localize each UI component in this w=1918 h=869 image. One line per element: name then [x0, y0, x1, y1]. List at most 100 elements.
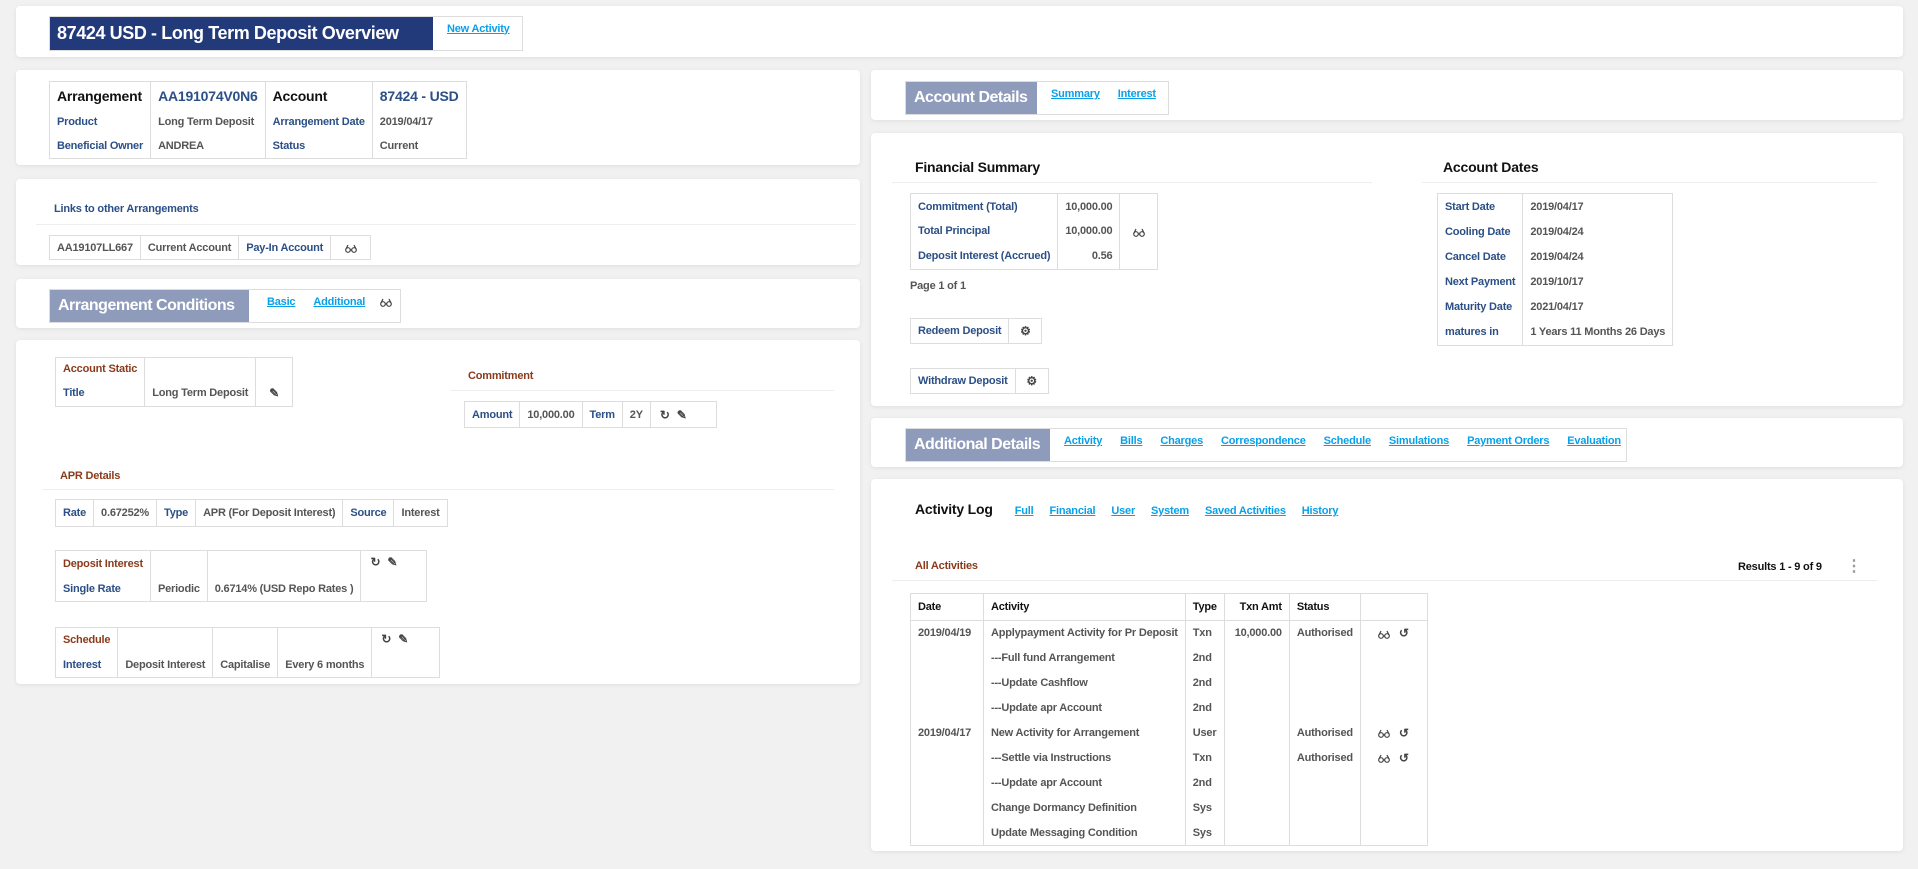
row-type: Txn	[1184, 620, 1225, 646]
tab-correspondence[interactable]: Correspondence	[1221, 435, 1306, 447]
schedule-table: Schedule ↻ ✎ Interest Deposit Interest Capi…	[54, 627, 441, 678]
tab-summary[interactable]: Summary	[1051, 88, 1100, 100]
activity-row[interactable]: ---Update Cashflow 2nd	[910, 670, 1428, 696]
schedule-heading: Schedule	[54, 627, 119, 653]
row-status: Authorised	[1288, 720, 1361, 746]
activity-row[interactable]: 2019/04/19 Applypayment Activity for Pr …	[910, 620, 1428, 646]
col-status[interactable]: Status	[1288, 593, 1361, 621]
reverse-icon[interactable]: ↺	[1398, 626, 1409, 641]
glasses-icon[interactable]	[1377, 751, 1391, 765]
arrangement-label: Arrangement	[48, 81, 152, 110]
pencil-icon[interactable]: ✎	[676, 407, 687, 422]
arrangement-date-label: Arrangement Date	[264, 109, 373, 134]
pencil-icon[interactable]: ✎	[387, 555, 398, 569]
tab-simulations[interactable]: Simulations	[1388, 435, 1450, 447]
fs-label: Deposit Interest (Accrued)	[909, 243, 1059, 270]
redeem-label[interactable]: Redeem Deposit	[909, 318, 1010, 344]
reverse-icon[interactable]: ↺	[1398, 726, 1409, 740]
redeem-deposit-button[interactable]: Redeem Deposit ⚙	[909, 318, 1043, 344]
activity-row[interactable]: ---Update apr Account 2nd	[910, 695, 1428, 721]
activity-log-header: Activity Log Full Financial User System Save…	[915, 501, 1338, 517]
activity-row[interactable]: 2019/04/17 New Activity for Arrangement …	[910, 720, 1428, 746]
gear-icon[interactable]: ⚙	[1026, 374, 1037, 388]
activity-row[interactable]: ---Settle via Instructions Txn Authorise…	[910, 745, 1428, 771]
financial-summary-title: Financial Summary	[915, 159, 1040, 175]
page-indicator: Page 1 of 1	[910, 280, 966, 292]
log-tab-user[interactable]: User	[1111, 505, 1136, 517]
fs-label: Total Principal	[909, 219, 1059, 244]
account-dates-table: Start Date 2019/04/17 Cooling Date 2019/04/…	[1436, 193, 1674, 346]
tab-additional[interactable]: Additional	[313, 296, 366, 308]
conditions-title: Arrangement Conditions	[50, 290, 249, 322]
withdraw-deposit-button[interactable]: Withdraw Deposit ⚙	[910, 368, 1049, 394]
row-status	[1288, 695, 1361, 721]
divider	[42, 489, 834, 490]
date-value: 2019/04/24	[1522, 244, 1674, 270]
linked-arrangement-id[interactable]: AA19107LL667	[49, 235, 141, 260]
view-button[interactable]	[1119, 193, 1159, 270]
date-value: 2019/04/17	[1522, 193, 1674, 220]
tab-interest[interactable]: Interest	[1117, 88, 1156, 100]
page-title: 87424 USD - Long Term Deposit Overview	[50, 17, 433, 50]
tab-payment-orders[interactable]: Payment Orders	[1467, 435, 1550, 447]
row-type: 2nd	[1184, 770, 1225, 796]
account-details-tabbox: Account Details Summary Interest	[905, 81, 1169, 115]
gear-icon[interactable]: ⚙	[1020, 324, 1031, 338]
row-date: 2019/04/19	[910, 620, 984, 646]
conditions-card: Account Static Title Long Term Deposit ✎ C…	[16, 340, 860, 684]
col-txn-amt[interactable]: Txn Amt	[1223, 593, 1290, 621]
log-tab-full[interactable]: Full	[1014, 505, 1034, 517]
activity-row[interactable]: Change Dormancy Definition Sys	[910, 795, 1428, 821]
arrangement-date-value: 2019/04/17	[371, 109, 467, 134]
tab-schedule[interactable]: Schedule	[1323, 435, 1372, 447]
row-date	[910, 695, 984, 721]
activity-row[interactable]: ---Update apr Account 2nd	[910, 770, 1428, 796]
fs-value: 0.56	[1057, 243, 1121, 270]
withdraw-label[interactable]: Withdraw Deposit	[910, 368, 1016, 394]
activity-row[interactable]: Update Messaging Condition Sys	[910, 820, 1428, 846]
edit-button[interactable]: ✎	[255, 380, 294, 407]
view-link-button[interactable]	[330, 235, 372, 260]
tab-charges[interactable]: Charges	[1160, 435, 1203, 447]
glasses-icon	[1132, 225, 1146, 239]
date-label: Cooling Date	[1436, 219, 1524, 245]
row-status	[1288, 820, 1361, 846]
refresh-icon[interactable]: ↻	[381, 632, 392, 646]
new-activity-link[interactable]: New Activity	[447, 22, 510, 35]
tab-activity[interactable]: Activity	[1064, 435, 1103, 447]
col-activity[interactable]: Activity	[983, 593, 1186, 621]
glasses-icon	[344, 241, 358, 255]
col-date[interactable]: Date	[910, 593, 984, 621]
reverse-icon[interactable]: ↺	[1398, 751, 1409, 765]
row-amount	[1223, 745, 1290, 771]
row-activity: ---Update Cashflow	[983, 670, 1186, 696]
log-tab-financial[interactable]: Financial	[1049, 505, 1096, 517]
refresh-icon[interactable]: ↻	[370, 555, 381, 569]
tab-basic[interactable]: Basic	[267, 296, 296, 308]
tab-bills[interactable]: Bills	[1120, 435, 1143, 447]
amount-value: 10,000.00	[519, 401, 583, 428]
activity-row[interactable]: ---Full fund Arrangement 2nd	[910, 645, 1428, 671]
owner-value: ANDREA	[150, 133, 266, 159]
account-label: Account	[264, 81, 373, 110]
row-status	[1288, 770, 1361, 796]
tab-evaluation[interactable]: Evaluation	[1567, 435, 1621, 447]
financial-summary-table: Commitment (Total) 10,000.00 Total Princi…	[909, 193, 1159, 270]
log-tab-saved-activities[interactable]: Saved Activities	[1204, 505, 1286, 517]
date-value: 2019/10/17	[1522, 269, 1674, 295]
glasses-icon[interactable]	[1377, 726, 1391, 740]
account-value[interactable]: 87424 - USD	[371, 81, 467, 110]
deposit-rate-value: 0.6714% (USD Repo Rates )	[206, 576, 362, 602]
row-date	[910, 820, 984, 846]
arrangement-id[interactable]: AA191074V0N6	[150, 81, 266, 110]
log-tab-system[interactable]: System	[1151, 505, 1189, 517]
glasses-icon[interactable]	[1377, 626, 1391, 640]
linked-type: Current Account	[139, 235, 240, 260]
refresh-icon[interactable]: ↻	[659, 407, 670, 422]
kebab-menu-icon[interactable]: ⋮	[1846, 558, 1862, 575]
log-tab-history[interactable]: History	[1301, 505, 1339, 517]
col-type[interactable]: Type	[1184, 593, 1225, 621]
pencil-icon[interactable]: ✎	[398, 632, 409, 646]
activity-log-card: Activity Log Full Financial User System Save…	[871, 479, 1903, 851]
glasses-icon[interactable]	[379, 295, 393, 309]
